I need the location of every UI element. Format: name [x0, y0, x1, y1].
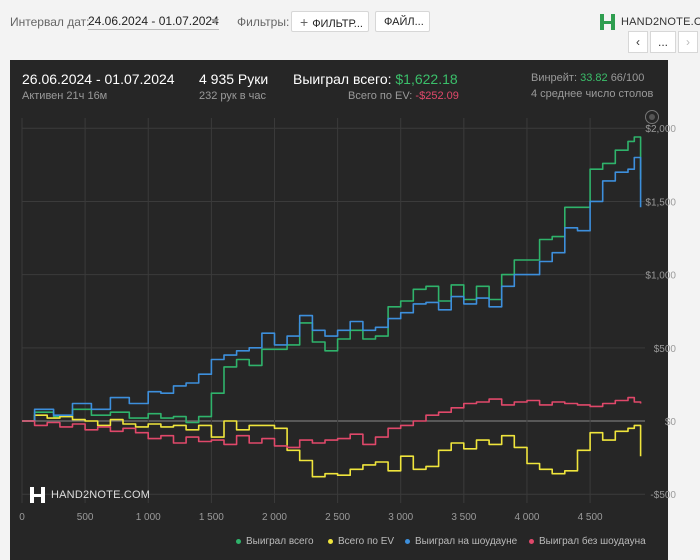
- winrate: Винрейт: 33.82 66/100: [531, 72, 644, 84]
- legend-item[interactable]: Выиграл без шоудауна: [529, 536, 646, 547]
- legend-item[interactable]: Выиграл всего: [236, 536, 314, 547]
- ev-value: -$252.09: [415, 90, 459, 102]
- hand2note-logo-icon: [600, 14, 616, 30]
- chevron-right-icon[interactable]: ›: [678, 31, 698, 53]
- legend-label: Выиграл без шоудауна: [539, 536, 646, 547]
- legend-label: Выиграл всего: [246, 536, 314, 547]
- active-time: Активен 21ч 16м: [22, 90, 108, 102]
- x-tick-label: 3 500: [451, 512, 476, 523]
- settings-gear-icon[interactable]: [645, 110, 659, 124]
- legend-label: Всего по EV: [338, 536, 395, 547]
- winrate-hands: 66/100: [610, 72, 645, 84]
- date-range-picker[interactable]: 24.06.2024 - 01.07.2024: [88, 14, 219, 30]
- chart-series: [22, 136, 642, 478]
- x-tick-label: 0: [19, 512, 25, 523]
- legend-dot-icon: [236, 538, 241, 544]
- y-tick-label: $500: [654, 344, 677, 355]
- hand2note-watermark-icon: [30, 487, 46, 503]
- chart-ticks: -$500 $0 $500 $1,000 $1,500 $2,000 0 500 1 000 1 …: [19, 124, 676, 523]
- won-total: Выиграл всего: $1,622.18: [293, 71, 458, 87]
- legend-dot-icon: [328, 538, 333, 544]
- y-tick-label: $0: [665, 417, 677, 428]
- avg-tables: 4 среднее число столов: [531, 88, 654, 100]
- hands-per-hour: 232 рук в час: [199, 90, 267, 102]
- ev-total: Всего по EV: -$252.09: [348, 90, 459, 102]
- hands-count: 4 935 Руки: [199, 71, 269, 87]
- filter-button-label: ФИЛЬТР...: [312, 18, 363, 30]
- filters-label: Фильтры:: [237, 15, 290, 29]
- x-tick-label: 1 000: [136, 512, 161, 523]
- x-tick-label: 2 500: [325, 512, 350, 523]
- x-tick-label: 4 500: [578, 512, 603, 523]
- interval-label: Интервал дат:: [10, 15, 90, 29]
- session-dates: 26.06.2024 - 01.07.2024: [22, 71, 175, 87]
- chart-grid: [21, 118, 645, 503]
- legend-dot-icon: [405, 538, 410, 544]
- legend-label: Выиграл на шоудауне: [415, 536, 518, 547]
- y-tick-label: $1,000: [645, 271, 676, 282]
- legend-item[interactable]: Выиграл на шоудауне: [405, 536, 517, 547]
- graph-panel: [10, 60, 668, 560]
- winrate-label: Винрейт:: [531, 72, 578, 84]
- hand2note-logo: HAND2NOTE.COM: [600, 12, 700, 32]
- x-tick-label: 500: [77, 512, 94, 523]
- ev-label: Всего по EV:: [348, 90, 413, 102]
- x-tick-label: 3 000: [388, 512, 413, 523]
- more-button[interactable]: ...: [650, 31, 676, 53]
- series-line: [22, 396, 642, 449]
- series-line: [22, 156, 642, 422]
- legend-item[interactable]: Всего по EV: [328, 536, 394, 547]
- logo-text: HAND2NOTE.COM: [621, 16, 700, 28]
- files-button[interactable]: ФАЙЛ...: [375, 11, 430, 32]
- filter-button[interactable]: + ФИЛЬТР...: [291, 11, 369, 32]
- y-tick-label: $1,500: [645, 197, 676, 208]
- x-tick-label: 2 000: [262, 512, 287, 523]
- winrate-value: 33.82: [580, 72, 608, 84]
- watermark-text: HAND2NOTE.COM: [51, 489, 151, 501]
- chevron-down-icon[interactable]: [211, 19, 219, 24]
- plus-icon: +: [300, 14, 309, 30]
- y-tick-label: $2,000: [645, 124, 676, 135]
- legend-dot-icon: [529, 538, 534, 544]
- series-line: [22, 414, 642, 478]
- chart-watermark: HAND2NOTE.COM: [30, 487, 150, 503]
- x-tick-label: 1 500: [199, 512, 224, 523]
- x-tick-label: 4 000: [514, 512, 539, 523]
- won-total-label: Выиграл всего:: [293, 71, 392, 87]
- chevron-left-icon[interactable]: ‹: [628, 31, 648, 53]
- filters-bar: Интервал дат: 24.06.2024 - 01.07.2024 Фи…: [0, 0, 700, 60]
- y-tick-label: -$500: [650, 490, 676, 501]
- won-total-value: $1,622.18: [395, 71, 458, 87]
- series-line: [22, 136, 642, 424]
